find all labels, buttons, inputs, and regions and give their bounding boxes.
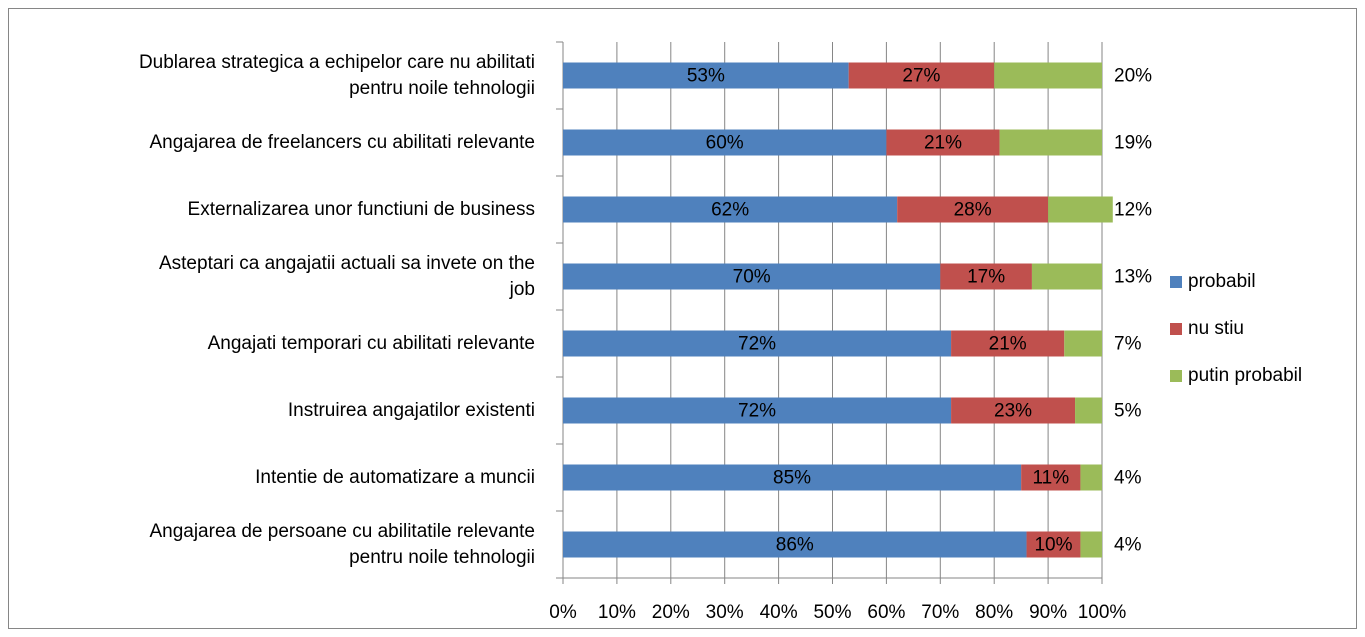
bar-segment (1075, 397, 1102, 424)
bar-segment (1031, 263, 1102, 290)
y-tick-label: Angajarea de persoane cu abilitatile rel… (149, 520, 535, 568)
data-label: 70% (733, 267, 771, 288)
x-tick-label: 50% (813, 602, 851, 623)
data-label: 86% (776, 535, 814, 556)
bar-segment (563, 62, 849, 89)
bar-segment (1026, 531, 1081, 558)
legend-label: putin probabil (1188, 365, 1302, 386)
data-label: 53% (687, 66, 725, 87)
bar-segment (563, 330, 952, 357)
bar-segment (563, 397, 952, 424)
bar-segment (951, 330, 1065, 357)
data-label: 10% (1034, 535, 1072, 556)
bar-segment (886, 129, 1000, 156)
bar-segment (563, 263, 941, 290)
bar-segment (940, 263, 1032, 290)
bar-segment (999, 129, 1102, 156)
legend-swatch (1170, 276, 1182, 288)
x-tick-label: 100% (1078, 602, 1127, 623)
x-tick-label: 30% (706, 602, 744, 623)
y-tick-label: Intentie de automatizare a muncii (255, 466, 535, 488)
bar-segment (563, 464, 1022, 491)
legend-swatch (1170, 370, 1182, 382)
y-tick-label: Angajarea de freelancers cu abilitati re… (149, 131, 535, 153)
y-tick-label: Instruirea angajatilor existenti (287, 399, 535, 421)
y-tick-label: Dublarea strategica a echipelor care nu … (138, 51, 535, 99)
data-label: 21% (924, 133, 962, 154)
y-tick-label: Externalizarea unor functiuni de busines… (187, 198, 535, 220)
data-label: 72% (738, 334, 776, 355)
y-tick-label: Asteptari ca angajatii actuali sa invete… (158, 252, 535, 300)
legend-swatch (1170, 323, 1182, 335)
data-label: 19% (1114, 133, 1152, 154)
x-tick-label: 0% (549, 602, 577, 623)
bar-segment (897, 196, 1049, 223)
data-label: 17% (967, 267, 1005, 288)
data-label: 62% (711, 200, 749, 221)
bar-segment (848, 62, 995, 89)
bar-segment (1064, 330, 1102, 357)
data-label: 20% (1114, 66, 1152, 87)
legend-label: probabil (1188, 271, 1256, 292)
chart-border (8, 8, 1357, 629)
data-label: 7% (1114, 334, 1142, 355)
legend-label: nu stiu (1188, 318, 1244, 339)
bar-segment (1021, 464, 1081, 491)
x-tick-label: 60% (867, 602, 905, 623)
data-label: 21% (989, 334, 1027, 355)
data-label: 4% (1114, 468, 1142, 489)
data-label: 23% (994, 401, 1032, 422)
x-tick-label: 90% (1029, 602, 1067, 623)
x-tick-label: 80% (975, 602, 1013, 623)
bar-segment (1080, 464, 1102, 491)
data-label: 60% (706, 133, 744, 154)
data-label: 13% (1114, 267, 1152, 288)
bar-segment (563, 129, 887, 156)
data-label: 72% (738, 401, 776, 422)
data-label: 27% (902, 66, 940, 87)
x-tick-label: 10% (598, 602, 636, 623)
y-tick-label: Angajati temporari cu abilitati relevant… (207, 332, 535, 354)
bar-segment (1048, 196, 1113, 223)
data-label: 28% (954, 200, 992, 221)
x-tick-label: 40% (760, 602, 798, 623)
data-label: 85% (773, 468, 811, 489)
data-label: 4% (1114, 535, 1142, 556)
data-label: 11% (1032, 468, 1069, 489)
x-tick-label: 70% (921, 602, 959, 623)
bar-segment (951, 397, 1076, 424)
bar-segment (1080, 531, 1102, 558)
bar-segment (563, 531, 1027, 558)
data-label: 12% (1114, 200, 1152, 221)
data-label: 5% (1114, 401, 1142, 422)
bar-segment (994, 62, 1102, 89)
bar-segment (563, 196, 898, 223)
x-tick-label: 20% (652, 602, 690, 623)
